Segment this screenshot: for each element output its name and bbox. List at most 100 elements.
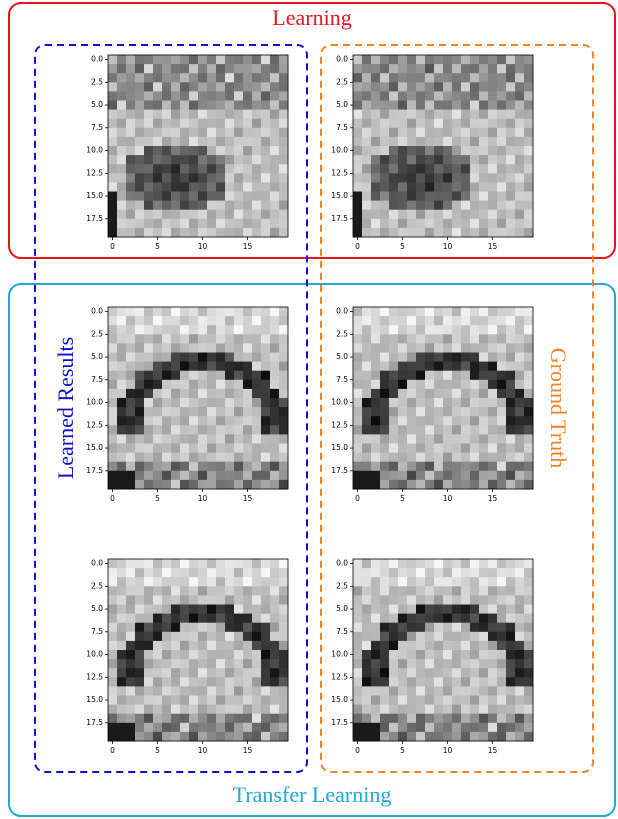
- pixel: [497, 101, 506, 111]
- pixel: [234, 471, 243, 481]
- pixel: [153, 568, 162, 578]
- pixel: [407, 623, 416, 633]
- pixel: [270, 307, 279, 317]
- pixel: [279, 228, 288, 238]
- pixel: [126, 343, 135, 353]
- pixel: [434, 686, 443, 696]
- pixel: [371, 307, 380, 317]
- pixel: [497, 632, 506, 642]
- pixel: [270, 201, 279, 211]
- pixel: [416, 732, 425, 742]
- pixel: [470, 173, 479, 183]
- pixel: [225, 453, 234, 463]
- pixel: [470, 595, 479, 605]
- pixel: [279, 668, 288, 678]
- pixel: [434, 416, 443, 426]
- pixel: [270, 668, 279, 678]
- pixel: [189, 398, 198, 408]
- pixel: [425, 425, 434, 435]
- y-tick-label: 15.0: [86, 191, 103, 200]
- pixel: [515, 568, 524, 578]
- pixel: [234, 659, 243, 669]
- pixel: [434, 307, 443, 317]
- pixel: [371, 91, 380, 101]
- pixel: [452, 732, 461, 742]
- pixel: [371, 650, 380, 660]
- pixel: [216, 623, 225, 633]
- pixel: [234, 586, 243, 596]
- pixel: [362, 677, 371, 687]
- pixel: [126, 686, 135, 696]
- pixel: [497, 462, 506, 472]
- pixel: [144, 714, 153, 724]
- pixel: [506, 201, 515, 211]
- pixel: [198, 714, 207, 724]
- pixel: [108, 164, 117, 174]
- pixel: [279, 425, 288, 435]
- pixel: [515, 334, 524, 344]
- pixel: [479, 380, 488, 390]
- pixel: [126, 632, 135, 642]
- pixel: [389, 155, 398, 165]
- pixel: [452, 559, 461, 569]
- pixel: [108, 55, 117, 65]
- pixel: [162, 380, 171, 390]
- pixel: [407, 668, 416, 678]
- pixel: [198, 192, 207, 202]
- pixel: [180, 668, 189, 678]
- pixel: [398, 650, 407, 660]
- pixel: [270, 101, 279, 111]
- pixel: [488, 101, 497, 111]
- pixel: [207, 128, 216, 138]
- pixel: [434, 101, 443, 111]
- pixel: [252, 444, 261, 454]
- pixel: [162, 425, 171, 435]
- pixel: [117, 714, 126, 724]
- pixel: [198, 101, 207, 111]
- pixel: [279, 659, 288, 669]
- pixel: [171, 595, 180, 605]
- pixel: [198, 210, 207, 220]
- pixel: [162, 416, 171, 426]
- pixel: [270, 462, 279, 472]
- pixel: [135, 605, 144, 615]
- pixel: [162, 632, 171, 642]
- pixel: [461, 219, 470, 229]
- pixel: [353, 173, 362, 183]
- pixel: [488, 146, 497, 156]
- pixel: [416, 307, 425, 317]
- pixel: [470, 119, 479, 129]
- pixel: [144, 677, 153, 687]
- pixel: [371, 714, 380, 724]
- pixel: [416, 137, 425, 147]
- pixel: [234, 219, 243, 229]
- pixel: [389, 614, 398, 624]
- pixel: [225, 577, 234, 587]
- pixel: [153, 192, 162, 202]
- pixel: [252, 353, 261, 363]
- pixel: [443, 55, 452, 65]
- pixel: [180, 677, 189, 687]
- pixel: [189, 407, 198, 417]
- pixel: [380, 595, 389, 605]
- pixel: [171, 577, 180, 587]
- pixel: [506, 192, 515, 202]
- pixel: [461, 110, 470, 120]
- pixel: [371, 623, 380, 633]
- pixel: [425, 453, 434, 463]
- pixel: [416, 559, 425, 569]
- pixel: [506, 568, 515, 578]
- pixel: [452, 632, 461, 642]
- pixel: [362, 659, 371, 669]
- pixel: [398, 82, 407, 92]
- pixel: [443, 723, 452, 733]
- pixel: [416, 210, 425, 220]
- pixel: [398, 605, 407, 615]
- pixel: [225, 632, 234, 642]
- pixel: [461, 444, 470, 454]
- pixel: [506, 353, 515, 363]
- pixel: [416, 577, 425, 587]
- pixel: [135, 325, 144, 335]
- pixel: [452, 371, 461, 381]
- pixel: [117, 389, 126, 399]
